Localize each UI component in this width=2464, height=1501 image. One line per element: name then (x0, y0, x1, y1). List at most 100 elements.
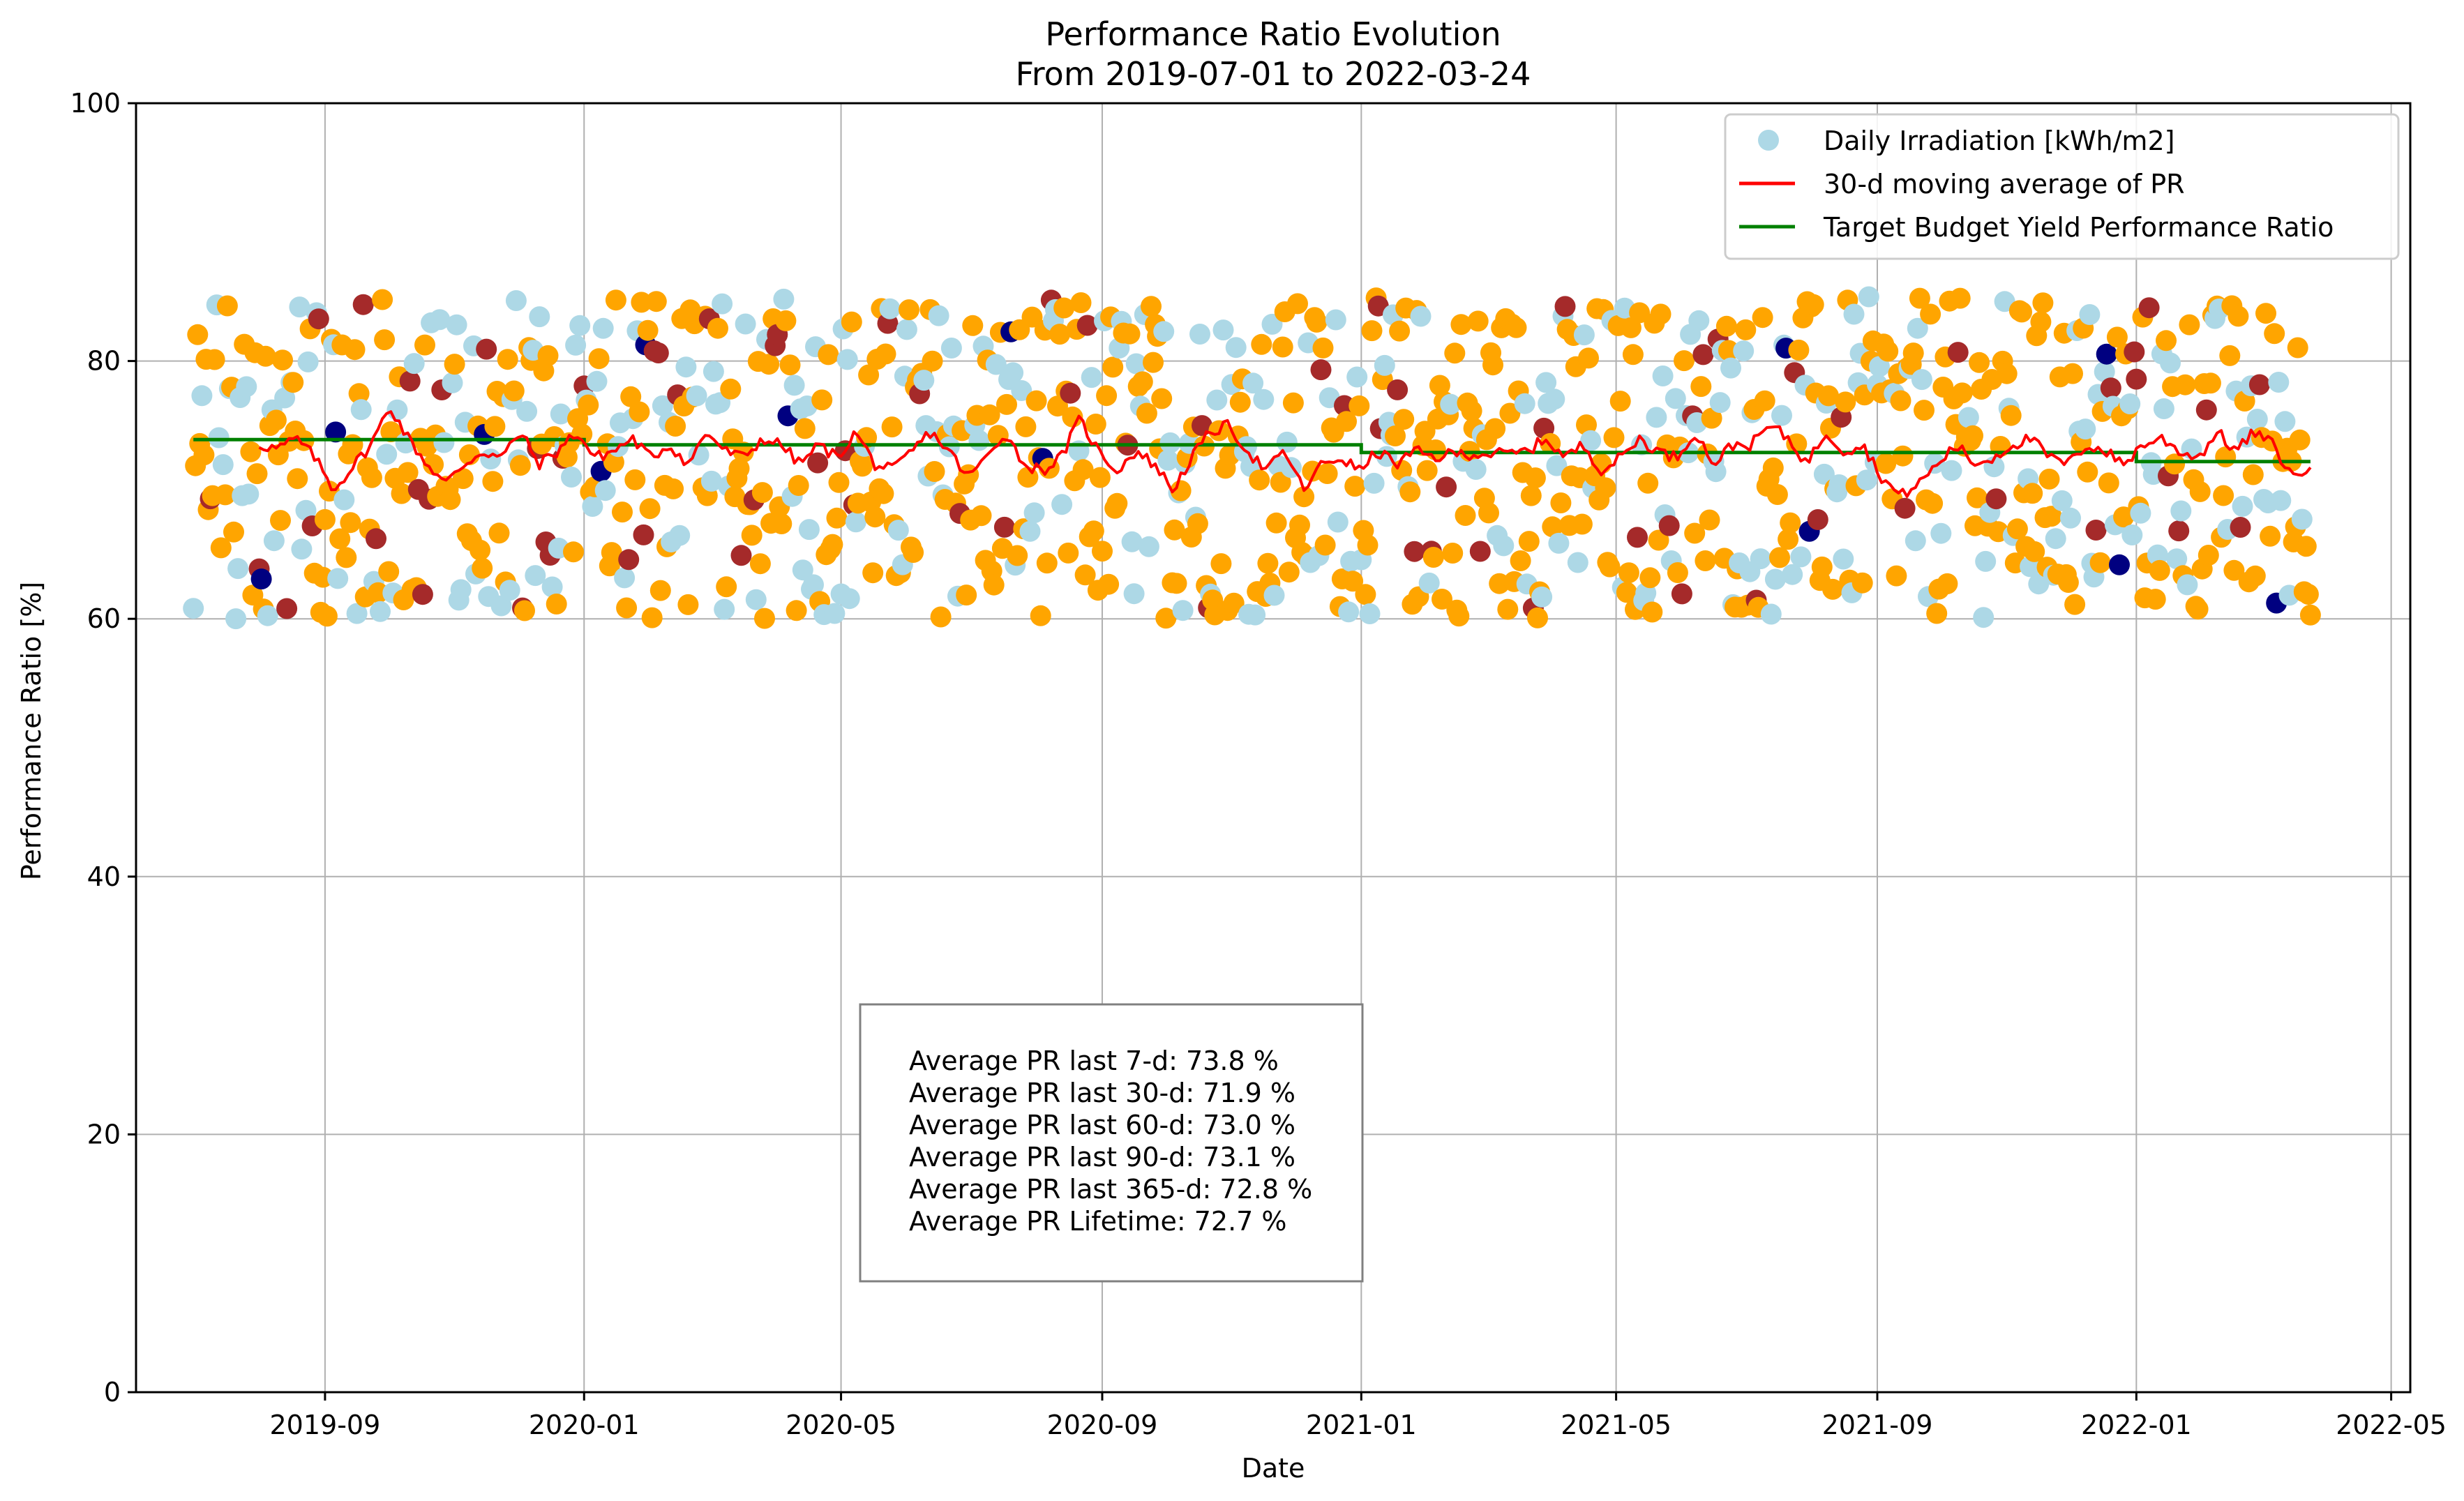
x-tick-label: 2021-01 (1306, 1410, 1417, 1440)
pr-point (2168, 520, 2190, 542)
pr-point (786, 600, 807, 621)
pr-point (1578, 347, 1599, 369)
pr-point (1374, 354, 1395, 376)
pr-point (803, 574, 824, 596)
pr-point (940, 338, 962, 359)
pr-point (1081, 367, 1102, 389)
pr-point (1571, 513, 1593, 535)
pr-point (1138, 536, 1159, 557)
pr-point (1344, 476, 1366, 497)
pr-point (1650, 303, 1672, 325)
pr-point (1909, 287, 1930, 309)
pr-point (1455, 505, 1476, 526)
pr-point (1958, 407, 1979, 428)
pr-point (1212, 319, 1234, 341)
pr-point (1359, 603, 1381, 624)
scatter-layer (183, 286, 2321, 630)
pr-point (1021, 306, 1043, 328)
pr-point (2242, 464, 2264, 485)
pr-point (529, 306, 550, 328)
pr-point (1436, 476, 1457, 498)
pr-point (1387, 379, 1408, 400)
pr-point (1336, 411, 1357, 432)
pr-point (603, 451, 624, 473)
pr-point (1410, 306, 1432, 327)
pr-point (1720, 357, 1741, 379)
pr-point (720, 378, 742, 400)
pr-point (845, 511, 866, 533)
pr-point (794, 418, 816, 439)
pr-point (2264, 323, 2285, 345)
pr-point (1733, 340, 1755, 362)
pr-point (1465, 459, 1487, 480)
pr-point (1764, 568, 1786, 590)
pr-point (773, 288, 795, 310)
pr-point (1334, 395, 1355, 416)
pr-point (1701, 407, 1722, 429)
pr-point (645, 291, 667, 312)
pr-point (852, 455, 873, 477)
pr-point (1053, 297, 1075, 319)
pr-point (1975, 550, 1997, 572)
pr-point (703, 361, 724, 382)
pr-point (2144, 589, 2166, 610)
pr-point (1951, 382, 1973, 404)
pr-point (2295, 536, 2317, 557)
pr-point (1550, 492, 1572, 513)
pr-point (1416, 460, 1438, 481)
pr-point (993, 516, 1015, 538)
pr-point (2051, 490, 2073, 511)
pr-point (2268, 372, 2290, 393)
pr-point (223, 521, 244, 543)
pr-point (2030, 311, 2052, 333)
x-axis-label: Date (1242, 1453, 1305, 1484)
pr-point (336, 547, 357, 568)
pr-point (688, 444, 709, 466)
pr-point (214, 484, 236, 506)
pr-point (1393, 409, 1415, 430)
pr-point (1778, 529, 1799, 550)
pr-point (1858, 286, 1879, 308)
pr-point (1851, 572, 1873, 594)
summary-line-60d: Average PR last 60-d: 73.0 % (909, 1110, 1295, 1140)
pr-point (374, 329, 396, 351)
x-tick-label: 2020-01 (529, 1410, 640, 1440)
pr-point (1875, 453, 1897, 474)
pr-point (1385, 425, 1406, 446)
pr-point (1338, 601, 1360, 623)
pr-point (1015, 416, 1037, 437)
pr-point (1567, 552, 1588, 573)
pr-point (824, 603, 846, 624)
pr-point (1282, 392, 1304, 414)
pr-point (1671, 583, 1692, 605)
pr-point (1548, 532, 1570, 554)
pr-point (2274, 411, 2296, 432)
pr-point (2064, 594, 2086, 615)
pr-point (1306, 311, 1328, 333)
pr-point (1937, 573, 1958, 594)
pr-point (414, 334, 435, 356)
pr-point (1766, 484, 1788, 505)
pr-point (505, 290, 527, 311)
y-tick-label: 20 (87, 1119, 121, 1149)
pr-point (2106, 326, 2128, 348)
pr-point (291, 538, 313, 560)
pr-point (1272, 336, 1293, 358)
pr-point (372, 289, 393, 310)
pr-point (624, 469, 646, 490)
pr-point (1276, 431, 1298, 453)
pr-point (592, 317, 614, 339)
pr-point (1771, 405, 1792, 426)
pr-point (1429, 375, 1450, 396)
pr-point (1718, 340, 1739, 361)
pr-point (1782, 564, 1803, 585)
pr-point (1786, 433, 1808, 455)
pr-point (1788, 339, 1810, 361)
pr-point (490, 595, 512, 617)
summary-annotation-box (859, 1003, 1364, 1283)
pr-point (2177, 574, 2198, 596)
pr-point (187, 324, 209, 345)
pr-point (1505, 317, 1527, 338)
pr-point (2160, 352, 2181, 374)
pr-point (2232, 495, 2253, 517)
